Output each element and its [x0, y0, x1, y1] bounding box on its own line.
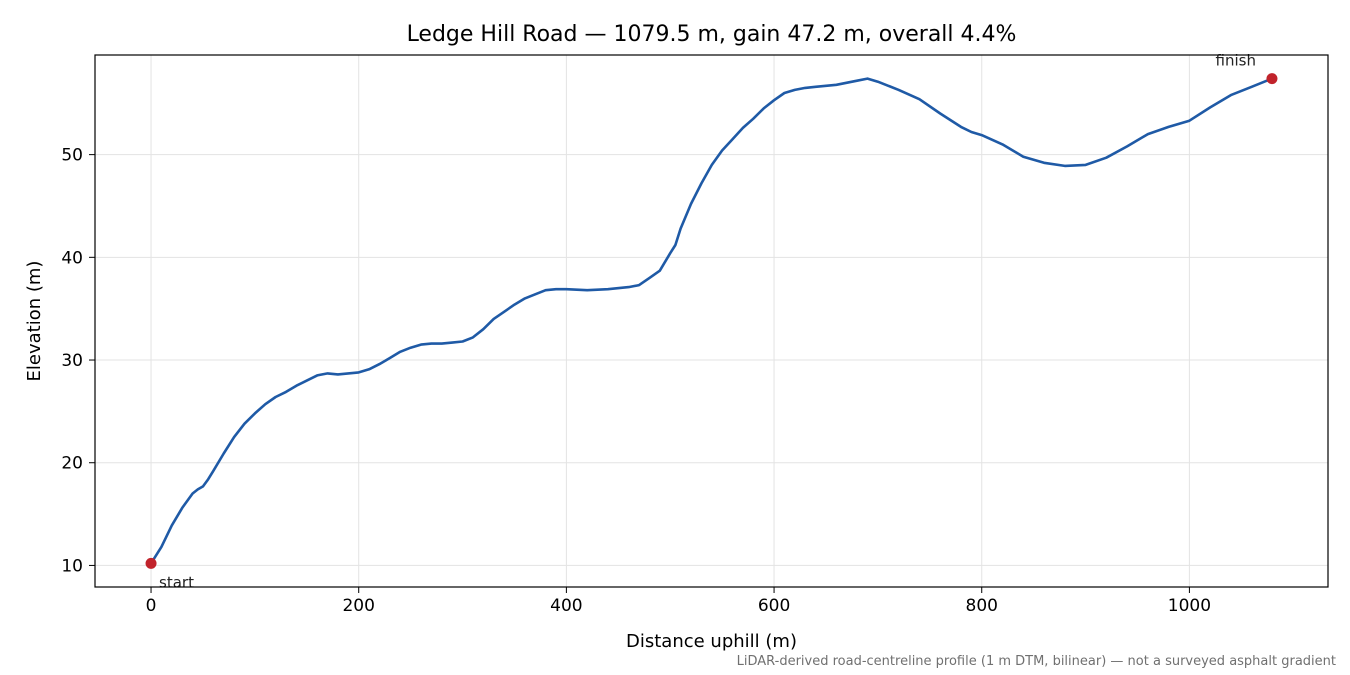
finish-label: finish	[1216, 52, 1256, 70]
y-tick-label: 20	[61, 454, 83, 474]
footnote: LiDAR-derived road-centreline profile (1…	[737, 654, 1336, 669]
start-marker	[145, 557, 157, 569]
plot-frame	[94, 54, 1329, 588]
axis-ticks: 0 200 400 600 800 1000 10 20 30 40 50	[61, 146, 1211, 616]
x-tick-label: 200	[342, 596, 374, 616]
series-layer	[149, 77, 1274, 565]
x-axis-label: Distance uphill (m)	[626, 631, 797, 652]
x-tick-label: 0	[146, 596, 157, 616]
y-tick-label: 40	[61, 248, 83, 268]
elevation-series-line	[149, 77, 1274, 565]
x-tick-label: 600	[758, 596, 790, 616]
x-tick-label: 1000	[1168, 596, 1211, 616]
y-axis-label: Elevation (m)	[24, 261, 45, 382]
x-tick-label: 400	[550, 596, 582, 616]
endpoint-markers: start finish	[145, 52, 1278, 591]
y-tick-label: 30	[61, 351, 83, 371]
x-tick-label: 800	[966, 596, 998, 616]
chart-title: Ledge Hill Road — 1079.5 m, gain 47.2 m,…	[407, 22, 1017, 47]
grid	[95, 55, 1328, 587]
start-label: start	[159, 573, 194, 591]
y-tick-label: 50	[61, 146, 83, 166]
y-tick-label: 10	[61, 556, 83, 576]
finish-marker	[1266, 73, 1278, 85]
